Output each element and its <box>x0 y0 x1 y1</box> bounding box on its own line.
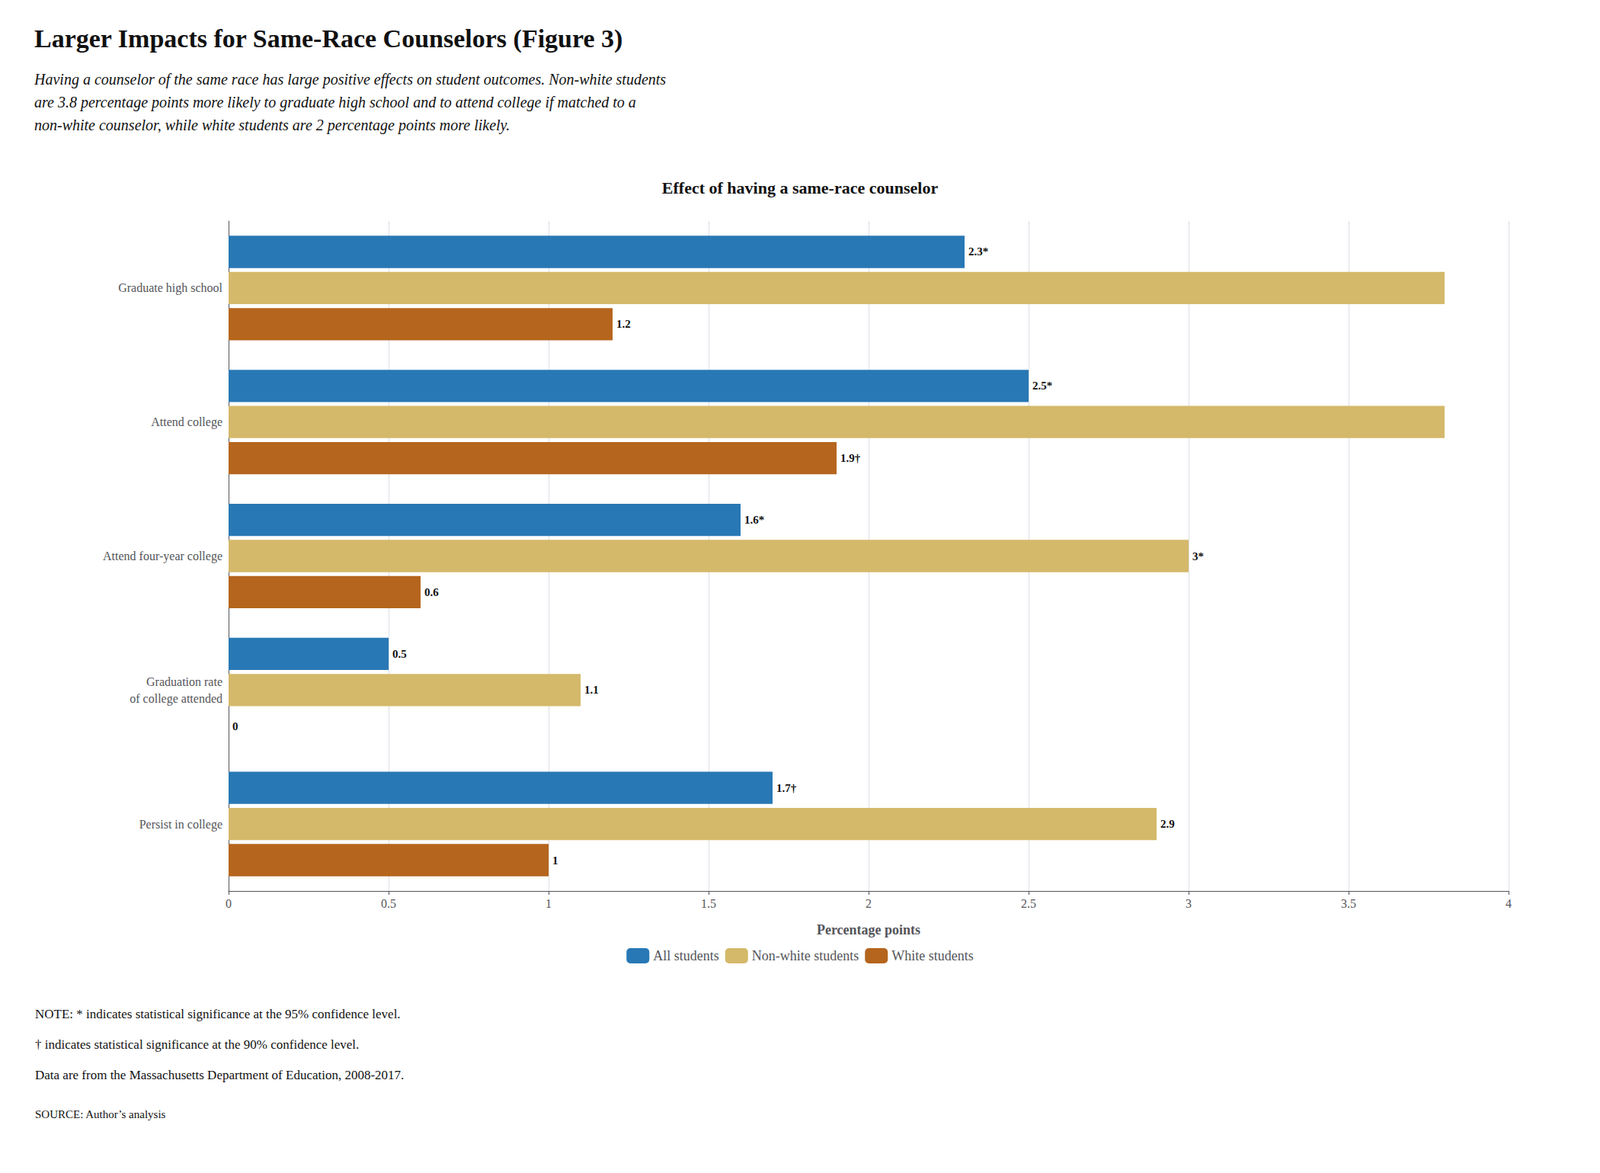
svg-text:3.5: 3.5 <box>1340 896 1357 910</box>
svg-text:2: 2 <box>865 896 872 910</box>
svg-text:0.5: 0.5 <box>380 896 397 910</box>
svg-text:0: 0 <box>232 720 239 733</box>
svg-text:1.6*: 1.6* <box>744 513 765 526</box>
svg-text:are 3.8 percentage points more: are 3.8 percentage points more likely to… <box>34 93 637 112</box>
svg-text:3*: 3* <box>1192 550 1204 563</box>
svg-text:Percentage points: Percentage points <box>816 921 921 938</box>
svg-text:0.5: 0.5 <box>392 647 407 660</box>
svg-text:0.6: 0.6 <box>424 585 439 599</box>
svg-text:non-white counselor, while whi: non-white counselor, while white student… <box>34 116 510 135</box>
svg-text:Non-white students: Non-white students <box>752 947 859 964</box>
svg-text:1.5: 1.5 <box>700 896 717 910</box>
svg-text:1.1: 1.1 <box>584 683 599 696</box>
svg-text:NOTE: * indicates statistical: NOTE: * indicates statistical significan… <box>35 1006 401 1021</box>
svg-text:1: 1 <box>545 896 552 910</box>
svg-text:1.7†: 1.7† <box>776 781 797 794</box>
svg-text:2.5*: 2.5* <box>1032 379 1053 392</box>
svg-text:Graduation rate: Graduation rate <box>146 675 223 688</box>
svg-text:SOURCE: Author’s analysis: SOURCE: Author’s analysis <box>35 1107 167 1120</box>
svg-text:of college attended: of college attended <box>129 691 223 706</box>
svg-text:0: 0 <box>225 896 232 910</box>
svg-text:3: 3 <box>1185 896 1192 910</box>
svg-text:2.3*: 2.3* <box>968 245 989 258</box>
svg-text:1.2: 1.2 <box>616 317 631 330</box>
svg-text:2.5: 2.5 <box>1020 896 1037 910</box>
svg-text:Larger Impacts for Same-Race C: Larger Impacts for Same-Race Counselors … <box>34 24 623 54</box>
svg-text:4: 4 <box>1505 896 1512 910</box>
svg-text:Graduate high school: Graduate high school <box>118 281 223 295</box>
svg-text:1.9†: 1.9† <box>840 451 861 464</box>
svg-text:White students: White students <box>891 947 973 964</box>
svg-text:1: 1 <box>552 854 559 867</box>
svg-text:2.9: 2.9 <box>1160 817 1175 830</box>
svg-text:All students: All students <box>652 947 720 964</box>
svg-text:Effect of having a same-race c: Effect of having a same-race counselor <box>662 178 939 198</box>
svg-text:† indicates statistical signif: † indicates statistical significance at … <box>35 1036 359 1052</box>
svg-text:Attend four-year college: Attend four-year college <box>102 549 223 564</box>
svg-text:Attend college: Attend college <box>150 415 223 429</box>
svg-text:Persist in college: Persist in college <box>139 817 223 832</box>
svg-text:Having a counselor of the same: Having a counselor of the same race has … <box>33 70 666 89</box>
svg-text:Data are from the Massachusett: Data are from the Massachusetts Departme… <box>35 1067 404 1082</box>
